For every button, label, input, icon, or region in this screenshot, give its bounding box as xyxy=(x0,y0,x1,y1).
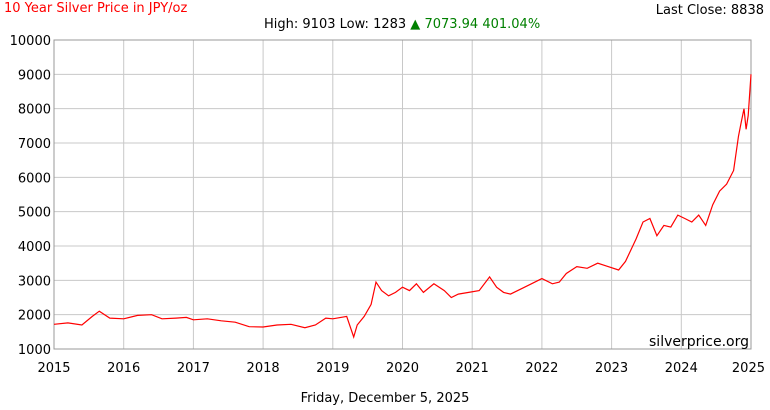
y-tick-label: 10000 xyxy=(10,34,51,49)
y-tick-label: 3000 xyxy=(18,274,51,289)
x-tick-label: 2024 xyxy=(665,361,698,376)
x-tick-label: 2021 xyxy=(456,361,489,376)
low-value: 1283 xyxy=(373,17,407,32)
x-tick-label: 2025 xyxy=(732,361,765,376)
x-tick-label: 2020 xyxy=(386,361,419,376)
change-percent: 401.04% xyxy=(482,17,541,32)
change-value: 7073.94 xyxy=(424,17,479,32)
plot-frame xyxy=(53,39,752,350)
watermark: silverprice.org xyxy=(649,334,749,350)
high-value: 9103 xyxy=(302,17,336,32)
last-close: Last Close: 8838 xyxy=(656,3,764,18)
x-tick-label: 2015 xyxy=(37,361,70,376)
chart-title: 10 Year Silver Price in JPY/oz xyxy=(4,1,188,16)
price-chart: 1000 2000 3000 4000 5000 6000 7000 8000 9000 1000… xyxy=(10,34,765,376)
price-stats: High: 9103 Low: 1283 ▲ 7073.94 401.04% xyxy=(264,17,540,32)
x-tick-label: 2017 xyxy=(177,361,210,376)
y-tick-label: 1000 xyxy=(18,343,51,358)
low-label: Low: xyxy=(339,17,369,32)
up-arrow-icon: ▲ xyxy=(410,17,421,32)
x-axis-ticks: 2015 2016 2017 2018 2019 2020 2021 2022 2023 2024… xyxy=(37,361,765,376)
high-label: High: xyxy=(264,17,299,32)
x-tick-label: 2022 xyxy=(525,361,558,376)
x-tick-label: 2016 xyxy=(107,361,140,376)
x-tick-label: 2023 xyxy=(595,361,628,376)
grid-lines xyxy=(53,39,752,350)
y-tick-label: 7000 xyxy=(18,137,51,152)
y-tick-label: 9000 xyxy=(18,68,51,83)
y-tick-label: 2000 xyxy=(18,309,51,324)
y-tick-label: 5000 xyxy=(18,206,51,221)
last-close-label: Last Close: xyxy=(655,3,727,18)
y-tick-label: 6000 xyxy=(18,171,51,186)
date-label: Friday, December 5, 2025 xyxy=(300,391,470,406)
x-tick-label: 2018 xyxy=(247,361,280,376)
y-axis-ticks: 1000 2000 3000 4000 5000 6000 7000 8000 9000 1000… xyxy=(10,34,51,358)
x-tick-label: 2019 xyxy=(316,361,349,376)
y-tick-label: 8000 xyxy=(18,103,51,118)
last-close-value: 8838 xyxy=(730,3,764,18)
silver-price-line xyxy=(53,74,752,339)
y-tick-label: 4000 xyxy=(18,240,51,255)
